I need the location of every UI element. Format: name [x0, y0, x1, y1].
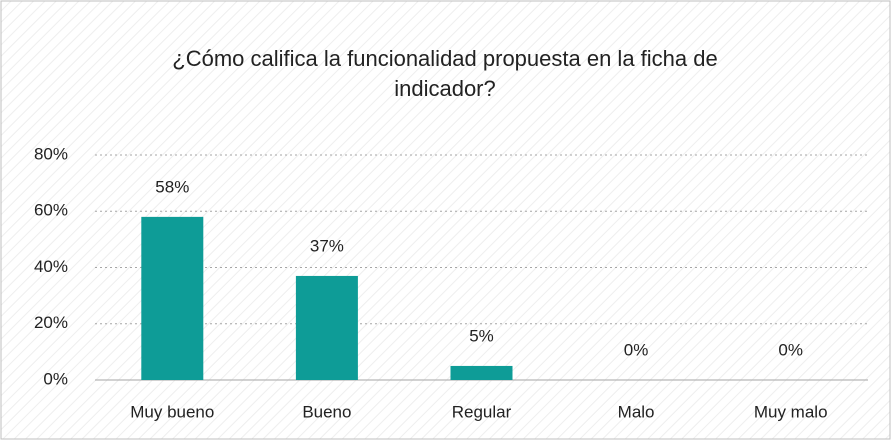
y-tick-label: 0%	[43, 369, 68, 388]
x-tick-label: Malo	[618, 402, 655, 421]
data-label: 0%	[778, 340, 803, 359]
y-tick-label: 80%	[34, 144, 68, 163]
bar	[295, 275, 358, 380]
y-tick-label: 20%	[34, 313, 68, 332]
data-label: 5%	[469, 326, 494, 345]
y-tick-label: 40%	[34, 257, 68, 276]
bar	[450, 365, 513, 380]
data-label: 37%	[310, 236, 344, 255]
bar	[141, 216, 204, 380]
data-label: 0%	[624, 340, 649, 359]
x-tick-label: Muy bueno	[130, 402, 214, 421]
chart-title: ¿Cómo califica la funcionalidad propuest…	[172, 46, 718, 101]
x-tick-label: Regular	[452, 402, 512, 421]
data-label: 58%	[155, 177, 189, 196]
x-tick-label: Bueno	[302, 402, 351, 421]
y-tick-label: 60%	[34, 201, 68, 220]
x-tick-label: Muy malo	[754, 402, 828, 421]
